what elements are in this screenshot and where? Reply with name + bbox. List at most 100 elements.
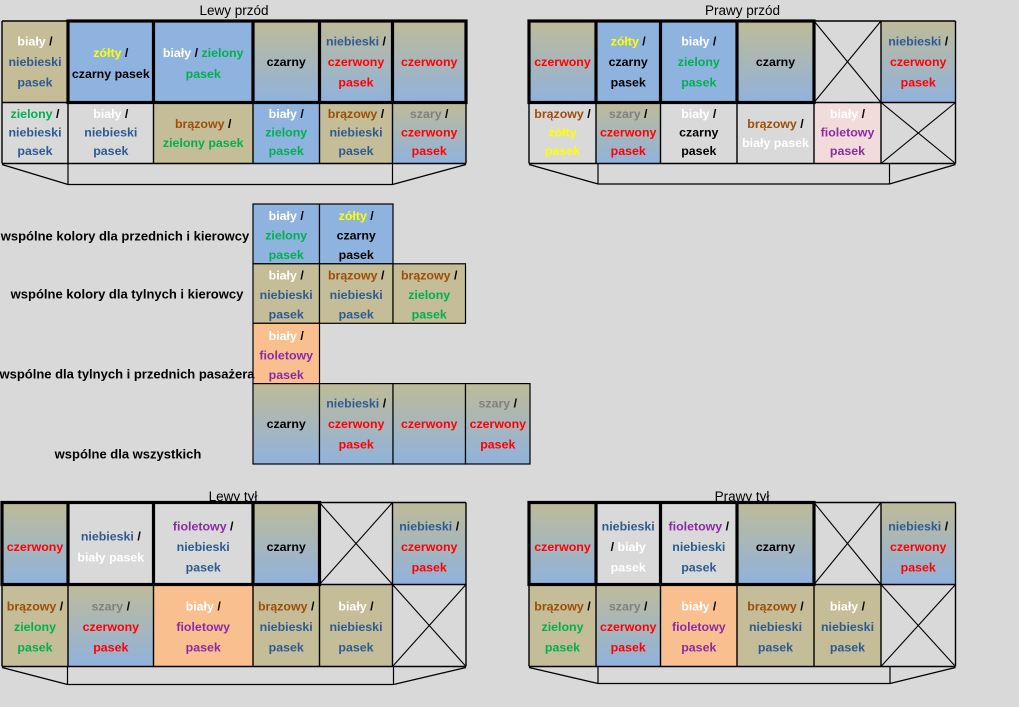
svg-text:fioletowy /: fioletowy / [173,519,234,533]
svg-text:niebieski: niebieski [749,620,802,634]
svg-text:pasek: pasek [681,76,716,90]
svg-text:pasek: pasek [269,308,304,322]
svg-text:czerwony: czerwony [401,55,458,69]
svg-text:Prawy tył: Prawy tył [715,489,770,504]
svg-text:niebieski: niebieski [177,540,230,554]
svg-text:zielony: zielony [678,55,720,69]
svg-text:pasek: pasek [269,248,304,262]
svg-text:pasek: pasek [93,144,128,158]
svg-text:pasek: pasek [338,144,373,158]
svg-text:pasek: pasek [186,641,221,655]
svg-text:zielony: zielony [14,620,56,634]
svg-text:wspólne kolory dla tylnych i k: wspólne kolory dla tylnych i kierowcy [10,287,244,302]
svg-text:brązowy /: brązowy / [328,107,385,121]
svg-text:niebieski /: niebieski / [326,35,386,49]
svg-text:biały /: biały / [17,35,53,49]
svg-text:fioletowy: fioletowy [672,620,726,634]
svg-text:zielony pasek: zielony pasek [163,136,244,150]
svg-text:pasek: pasek [830,641,865,655]
svg-text:zielony: zielony [265,229,307,243]
svg-text:zółty /: zółty / [93,46,129,60]
svg-text:czarny pasek: czarny pasek [72,67,150,81]
svg-text:pasek: pasek [186,67,221,81]
svg-text:czarny: czarny [756,540,795,554]
svg-text:pasek: pasek [412,144,447,158]
svg-text:czarny: czarny [267,540,306,554]
svg-text:szary /: szary / [92,600,131,614]
svg-text:pasek: pasek [186,560,221,574]
svg-text:czarny: czarny [679,126,718,140]
svg-text:biały /: biały / [681,107,717,121]
svg-text:biały /: biały / [269,329,305,343]
svg-text:niebieski: niebieski [602,519,655,533]
svg-text:biały /: biały / [338,600,374,614]
svg-text:pasek: pasek [681,560,716,574]
svg-text:fioletowy /: fioletowy / [669,519,730,533]
svg-text:szary /: szary / [609,600,648,614]
svg-text:szary /: szary / [479,397,518,411]
svg-text:Lewy tył: Lewy tył [209,489,258,504]
svg-text:pasek: pasek [758,641,793,655]
svg-text:pasek: pasek [830,144,865,158]
svg-text:niebieski: niebieski [330,288,383,302]
svg-text:niebieski: niebieski [329,126,382,140]
svg-text:czarny: czarny [609,55,648,69]
svg-text:czerwony: czerwony [328,417,385,431]
svg-text:fioletowy: fioletowy [821,126,875,140]
svg-text:czerwony: czerwony [83,620,140,634]
svg-text:niebieski: niebieski [84,126,137,140]
svg-text:pasek: pasek [17,144,52,158]
svg-text:biały pasek: biały pasek [77,550,144,564]
svg-text:pasek: pasek [339,308,374,322]
svg-text:niebieski: niebieski [672,540,725,554]
svg-text:/ biały: / biały [611,540,646,554]
svg-text:biały /: biały / [830,600,866,614]
svg-text:niebieski /: niebieski / [399,519,459,533]
svg-text:brązowy /: brązowy / [747,600,804,614]
svg-text:pasek: pasek [412,560,447,574]
svg-text:pasek: pasek [681,144,716,158]
svg-text:pasek: pasek [93,641,128,655]
svg-text:Prawy przód: Prawy przód [705,3,780,18]
svg-text:czerwony: czerwony [600,126,657,140]
svg-text:fioletowy: fioletowy [176,620,230,634]
svg-text:czerwony: czerwony [328,55,385,69]
svg-text:biały / zielony: biały / zielony [163,46,244,60]
svg-text:fioletowy: fioletowy [259,348,313,362]
svg-text:pasek: pasek [339,438,374,452]
svg-text:czerwony: czerwony [534,55,591,69]
svg-text:niebieski /: niebieski / [81,529,141,543]
svg-text:zielony: zielony [408,288,450,302]
svg-text:brązowy /: brązowy / [175,117,232,131]
svg-text:pasek: pasek [412,308,447,322]
svg-text:pasek: pasek [17,76,52,90]
svg-text:czerwony: czerwony [7,540,64,554]
svg-text:niebieski: niebieski [8,55,61,69]
svg-text:biały /: biały / [681,600,717,614]
svg-text:pasek: pasek [269,641,304,655]
svg-text:wspólne dla wszystkich: wspólne dla wszystkich [54,447,202,462]
svg-text:brązowy /: brązowy / [328,269,385,283]
svg-text:czerwony: czerwony [534,540,591,554]
svg-text:pasek: pasek [338,641,373,655]
svg-text:czarny: czarny [756,55,795,69]
svg-text:zółty /: zółty / [611,35,647,49]
svg-text:biały /: biały / [269,269,305,283]
svg-text:pasek: pasek [338,76,373,90]
svg-text:biały pasek: biały pasek [742,136,809,150]
svg-text:niebieski: niebieski [8,126,61,140]
svg-text:pasek: pasek [611,560,646,574]
svg-text:wspólne dla tylnych i przednic: wspólne dla tylnych i przednich pasażera [0,367,255,382]
svg-text:pasek: pasek [269,144,304,158]
svg-text:zielony: zielony [265,126,307,140]
svg-text:zółty /: zółty / [339,209,375,223]
svg-text:szary /: szary / [410,107,449,121]
svg-text:pasek: pasek [901,560,936,574]
svg-text:pasek: pasek [901,76,936,90]
svg-text:zielony /: zielony / [11,107,60,121]
svg-text:brązowy /: brązowy / [401,269,458,283]
svg-text:niebieski /: niebieski / [888,519,948,533]
svg-text:niebieski: niebieski [260,620,313,634]
svg-text:Lewy przód: Lewy przód [199,3,268,18]
svg-text:niebieski: niebieski [260,288,313,302]
